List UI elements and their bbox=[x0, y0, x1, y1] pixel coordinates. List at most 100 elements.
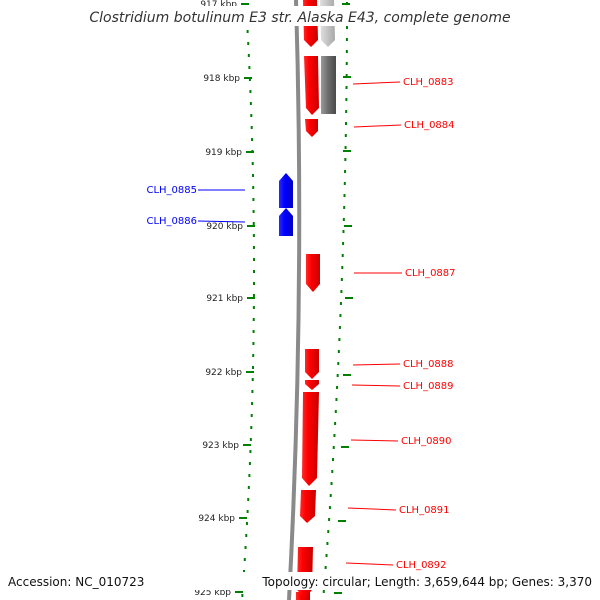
gene-arrow-clh-0885[interactable] bbox=[279, 173, 293, 208]
scale-dot-left bbox=[250, 414, 253, 417]
gene-arrow-clh-0887[interactable] bbox=[306, 254, 320, 292]
scale-dot-left bbox=[252, 258, 255, 261]
gene-arrow-clh-0886[interactable] bbox=[279, 208, 293, 236]
scale-dot-left bbox=[252, 210, 255, 213]
scale-tick-left bbox=[247, 225, 255, 227]
scale-tick-left bbox=[235, 591, 243, 593]
scale-dot-right bbox=[339, 302, 342, 305]
scale-dot-left bbox=[249, 450, 252, 453]
scale-tick-right bbox=[343, 76, 351, 78]
genome-backbone bbox=[287, 0, 302, 600]
scale-tick-left bbox=[244, 77, 252, 79]
scale-dot-left bbox=[253, 270, 255, 273]
gene-arrow-clh-0891[interactable] bbox=[300, 490, 316, 523]
kbp-label: 922 kbp bbox=[205, 368, 242, 378]
scale-dot-left bbox=[243, 558, 246, 561]
scale-dot-left bbox=[246, 510, 249, 513]
gene-label-clh-0890[interactable]: CLH_0890 bbox=[401, 436, 452, 447]
scale-dot-right bbox=[344, 158, 347, 161]
gene-label-leader bbox=[345, 562, 394, 566]
scale-dot-left bbox=[252, 354, 255, 357]
scale-tick-left bbox=[247, 297, 255, 299]
gene-arrow-clh-0889[interactable] bbox=[305, 380, 319, 390]
scale-dot-left bbox=[250, 426, 253, 429]
kbp-label: 924 kbp bbox=[198, 514, 235, 524]
scale-dot-left bbox=[249, 438, 252, 441]
gene-label-clh-0887[interactable]: CLH_0887 bbox=[405, 268, 456, 279]
scale-dot-left bbox=[252, 198, 255, 201]
scale-dot-right bbox=[332, 458, 335, 461]
scale-dot-left bbox=[245, 522, 248, 525]
title-backdrop bbox=[90, 6, 510, 26]
gene-label-clh-0892[interactable]: CLH_0892 bbox=[396, 560, 447, 571]
scale-dot-right bbox=[334, 410, 337, 413]
scale-dot-left bbox=[252, 186, 255, 189]
scale-dot-left bbox=[251, 162, 254, 165]
gene-label-clh-0885[interactable]: CLH_0885 bbox=[146, 185, 197, 196]
gene-label-leader bbox=[352, 81, 401, 85]
gene-label-leader bbox=[197, 220, 246, 223]
gene-label-clh-0883[interactable]: CLH_0883 bbox=[403, 77, 454, 88]
scale-dot-right bbox=[342, 230, 345, 233]
scale-tick-right bbox=[334, 592, 342, 594]
scale-dot-right bbox=[329, 494, 332, 497]
feature-track bbox=[279, 0, 336, 600]
scale-dot-left bbox=[249, 90, 252, 93]
scale-dot-left bbox=[251, 174, 254, 177]
scale-dot-right bbox=[345, 86, 348, 89]
scale-dot-left bbox=[252, 282, 255, 285]
scale-dot-right bbox=[341, 266, 344, 269]
gene-label-leader bbox=[351, 384, 401, 387]
scale-dot-right bbox=[327, 530, 330, 533]
kbp-label: 923 kbp bbox=[202, 441, 239, 451]
gene-label-leader bbox=[352, 363, 401, 366]
scale-dot-left bbox=[247, 42, 250, 45]
scale-dot-right bbox=[342, 242, 345, 245]
scale-dot-left bbox=[243, 570, 245, 573]
footer-backdrop bbox=[0, 572, 600, 590]
scale-tick-right bbox=[345, 297, 353, 299]
scale-dot-right bbox=[333, 434, 336, 437]
gene-arrow-clh-0883[interactable] bbox=[304, 56, 319, 115]
scale-dot-left bbox=[252, 234, 255, 237]
scale-tick-right bbox=[343, 150, 351, 152]
scale-dot-right bbox=[337, 350, 340, 353]
scale-dot-left bbox=[252, 306, 255, 309]
gene-arrow-clh-0884[interactable] bbox=[305, 119, 318, 137]
gene-label-clh-0891[interactable]: CLH_0891 bbox=[399, 505, 450, 516]
scale-dot-right bbox=[343, 206, 346, 209]
scale-dot-right bbox=[343, 182, 346, 185]
scale-dot-left bbox=[248, 474, 251, 477]
scale-dot-right bbox=[343, 194, 346, 197]
scale-dot-left bbox=[250, 126, 253, 129]
scale-dot-right bbox=[345, 26, 348, 29]
gene-arrow-clh-0888[interactable] bbox=[305, 349, 319, 379]
gene-label-leader bbox=[350, 439, 399, 442]
gene-label-clh-0886[interactable]: CLH_0886 bbox=[146, 216, 197, 227]
gene-labels: CLH_0883 CLH_0884 CLH_0885 CLH_0886 CLH_0887… bbox=[146, 77, 455, 571]
scale-dot-right bbox=[335, 398, 338, 401]
scale-dot-left bbox=[251, 390, 254, 393]
scale-dot-right bbox=[336, 386, 339, 389]
scale-dot-right bbox=[342, 218, 345, 221]
scale-dot-right bbox=[328, 518, 331, 521]
gene-label-clh-0884[interactable]: CLH_0884 bbox=[404, 120, 455, 131]
scale-dot-right bbox=[324, 566, 327, 569]
gene-arrow-clh-0890[interactable] bbox=[302, 392, 319, 486]
scale-dot-right bbox=[322, 590, 325, 593]
feature-block[interactable] bbox=[321, 56, 336, 114]
scale-dot-right bbox=[338, 338, 341, 341]
scale-tick-right bbox=[343, 374, 351, 376]
kbp-label: 918 kbp bbox=[203, 74, 240, 84]
scale-tick-left bbox=[246, 151, 254, 153]
scale-dot-left bbox=[252, 222, 255, 225]
scale-dot-left bbox=[251, 378, 254, 381]
scale-tick-left bbox=[243, 444, 251, 446]
scale-dot-left bbox=[247, 486, 250, 489]
scale-tick-right bbox=[341, 446, 349, 448]
scale-dot-left bbox=[247, 54, 250, 57]
gene-label-clh-0888[interactable]: CLH_0888 bbox=[403, 359, 454, 370]
scale-dot-right bbox=[340, 278, 343, 281]
gene-label-clh-0889[interactable]: CLH_0889 bbox=[403, 381, 454, 392]
